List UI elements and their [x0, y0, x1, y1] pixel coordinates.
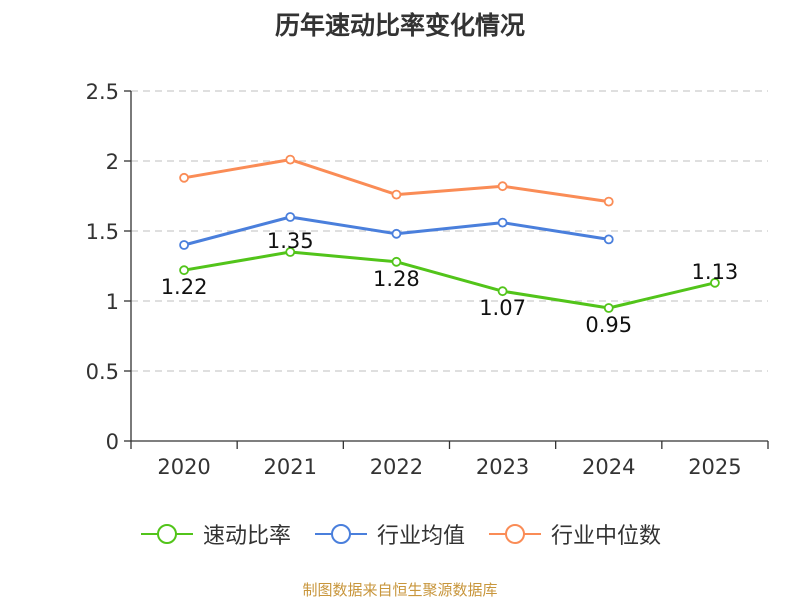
y-tick-label: 2.5 [86, 80, 119, 104]
x-tick-label: 2021 [264, 455, 317, 479]
x-tick-label: 2022 [370, 455, 423, 479]
legend-swatch-quick-ratio [140, 524, 193, 544]
y-tick-label: 1 [106, 290, 119, 314]
data-point [179, 172, 189, 183]
legend-swatch-industry-mean [314, 524, 367, 544]
data-point [497, 181, 508, 192]
data-point [391, 228, 402, 239]
data-point [603, 234, 614, 245]
x-tick-label: 2024 [582, 455, 635, 479]
y-tick-label: 0.5 [86, 360, 119, 384]
data-point [285, 154, 296, 165]
y-tick-label: 1.5 [86, 220, 119, 244]
data-label: 1.13 [692, 260, 739, 284]
chart-title: 历年速动比率变化情况 [274, 11, 525, 40]
series-line [183, 250, 716, 310]
data-point [285, 212, 296, 222]
legend: 速动比率 行业均值 行业中位数 [0, 518, 800, 550]
x-tick-label: 2025 [688, 455, 741, 479]
y-tick-label: 2 [106, 150, 119, 174]
legend-label-industry-median: 行业中位数 [551, 524, 662, 549]
data-point [285, 247, 296, 257]
legend-item-quick-ratio[interactable]: 速动比率 [139, 518, 291, 550]
data-label: 1.28 [373, 267, 420, 291]
legend-item-industry-mean[interactable]: 行业均值 [313, 518, 465, 550]
legend-swatch-industry-median [489, 524, 541, 544]
data-label: 1.35 [267, 229, 314, 253]
data-label: 1.22 [161, 275, 208, 299]
legend-label-industry-mean: 行业均值 [376, 524, 465, 549]
source-note: 制图数据来自恒生聚源数据库 [302, 581, 498, 599]
x-tick-label: 2020 [157, 455, 210, 479]
data-point [179, 240, 189, 250]
data-label: 1.07 [479, 296, 526, 320]
data-point [497, 286, 508, 297]
legend-label-quick-ratio: 速动比率 [202, 524, 291, 549]
y-tick-label: 0 [106, 430, 119, 454]
legend-item-industry-median[interactable]: 行业中位数 [487, 518, 661, 550]
data-point [603, 196, 614, 207]
data-point [603, 303, 614, 313]
data-point [179, 265, 189, 276]
data-label: 0.95 [585, 313, 632, 337]
data-point [391, 256, 402, 267]
x-tick-label: 2023 [476, 455, 529, 479]
data-point [710, 277, 720, 288]
data-point [391, 189, 402, 200]
data-point [497, 217, 508, 228]
